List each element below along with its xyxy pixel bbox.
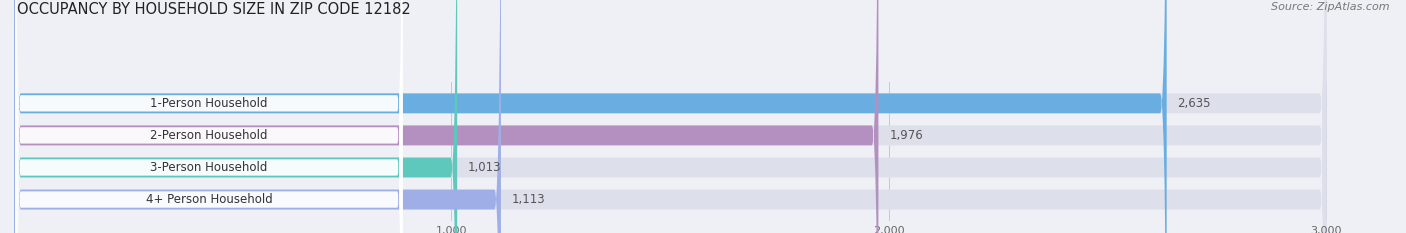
FancyBboxPatch shape bbox=[14, 0, 1326, 233]
Text: OCCUPANCY BY HOUSEHOLD SIZE IN ZIP CODE 12182: OCCUPANCY BY HOUSEHOLD SIZE IN ZIP CODE … bbox=[17, 2, 411, 17]
FancyBboxPatch shape bbox=[14, 0, 1326, 233]
FancyBboxPatch shape bbox=[15, 0, 402, 233]
FancyBboxPatch shape bbox=[15, 0, 402, 233]
FancyBboxPatch shape bbox=[14, 0, 1167, 233]
Text: 4+ Person Household: 4+ Person Household bbox=[146, 193, 273, 206]
Text: Source: ZipAtlas.com: Source: ZipAtlas.com bbox=[1271, 2, 1389, 12]
Text: 1,013: 1,013 bbox=[468, 161, 502, 174]
Text: 1,976: 1,976 bbox=[890, 129, 924, 142]
Text: 2,635: 2,635 bbox=[1178, 97, 1211, 110]
FancyBboxPatch shape bbox=[14, 0, 1326, 233]
Text: 3-Person Household: 3-Person Household bbox=[150, 161, 267, 174]
FancyBboxPatch shape bbox=[14, 0, 501, 233]
FancyBboxPatch shape bbox=[15, 0, 402, 233]
Text: 1,113: 1,113 bbox=[512, 193, 546, 206]
FancyBboxPatch shape bbox=[15, 0, 402, 233]
Text: 2-Person Household: 2-Person Household bbox=[150, 129, 267, 142]
Text: 1-Person Household: 1-Person Household bbox=[150, 97, 267, 110]
FancyBboxPatch shape bbox=[14, 0, 457, 233]
FancyBboxPatch shape bbox=[14, 0, 879, 233]
FancyBboxPatch shape bbox=[14, 0, 1326, 233]
